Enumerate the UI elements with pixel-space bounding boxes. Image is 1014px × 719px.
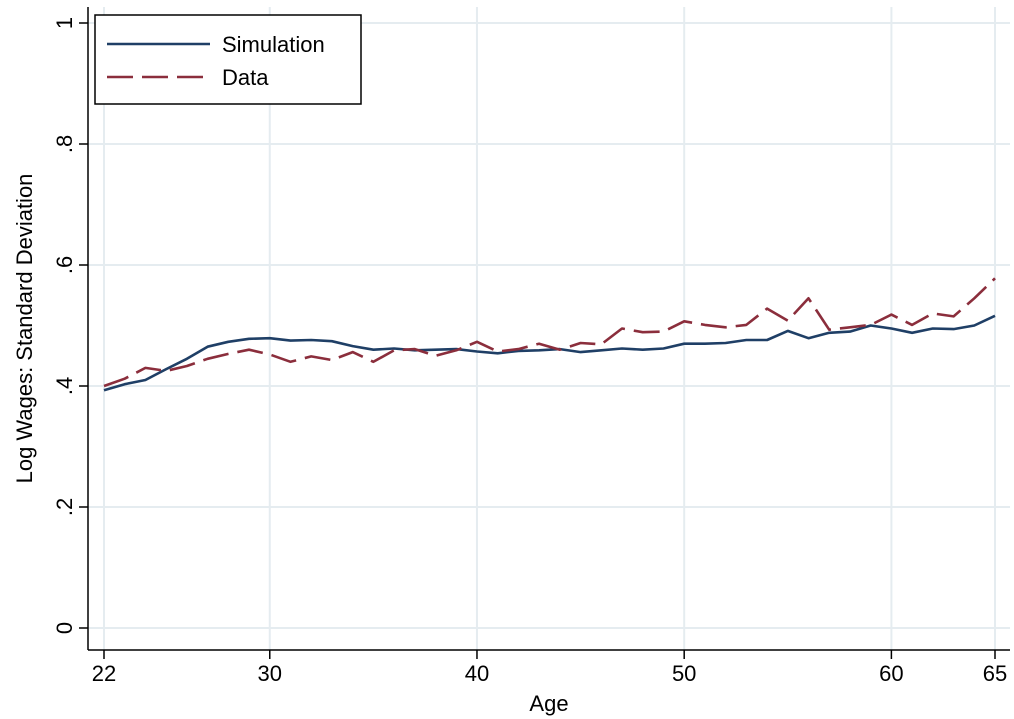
y-tick-label: .8 bbox=[52, 135, 77, 153]
x-tick-label: 30 bbox=[258, 661, 282, 686]
series-line-data bbox=[103, 277, 996, 388]
legend-label: Simulation bbox=[222, 32, 325, 57]
x-tick-label: 22 bbox=[92, 661, 116, 686]
legend-label: Data bbox=[222, 65, 269, 90]
x-tick-label: 40 bbox=[465, 661, 489, 686]
x-tick-label: 50 bbox=[672, 661, 696, 686]
y-tick-label: 1 bbox=[52, 17, 77, 29]
y-tick-label: .4 bbox=[52, 377, 77, 395]
y-tick-label: .6 bbox=[52, 256, 77, 274]
legend-box bbox=[94, 14, 362, 105]
x-tick-label: 65 bbox=[983, 661, 1007, 686]
y-tick-label: .2 bbox=[52, 498, 77, 516]
axes: 22 30 40 50 60 65 0 .2 .4 .6 .8 1 bbox=[52, 7, 1010, 686]
series-line-simulation bbox=[103, 314, 996, 392]
y-axis-title: Log Wages: Standard Deviation bbox=[12, 174, 37, 484]
x-axis-title: Age bbox=[529, 691, 568, 716]
x-tick-label: 60 bbox=[879, 661, 903, 686]
series-lines bbox=[103, 277, 996, 392]
legend: Simulation Data bbox=[94, 14, 362, 105]
y-tick-label: 0 bbox=[52, 622, 77, 634]
